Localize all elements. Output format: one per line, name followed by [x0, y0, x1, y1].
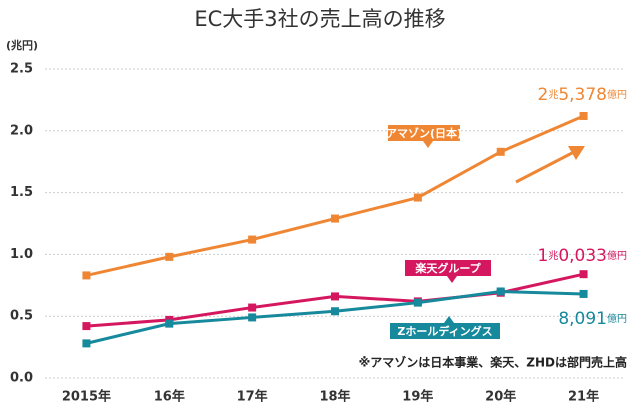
point-marker	[331, 214, 339, 223]
x-tick-label: 20年	[485, 389, 516, 405]
series-label-box	[405, 260, 491, 276]
chart-title: EC大手3社の売上高の推移	[194, 7, 445, 31]
value-annotation: 2兆5,378億円	[538, 85, 628, 105]
point-marker	[496, 147, 505, 156]
series-label-pointer	[444, 316, 454, 323]
trend-arrow	[515, 146, 585, 184]
point-marker	[496, 287, 505, 296]
series-label-pointer	[447, 276, 457, 283]
point-marker	[82, 322, 91, 331]
annotation-part: 億円	[607, 88, 627, 101]
series-label: アマゾン(日本)	[386, 125, 462, 148]
x-tick-label: 16年	[154, 389, 185, 405]
y-tick-label: 2.0	[10, 123, 33, 138]
note: ※アマゾンは日本事業、楽天、ZHDは部門売上高	[359, 355, 627, 370]
legend-label: アマゾン(日本)	[386, 126, 462, 140]
legend-label: 楽天グループ	[414, 261, 481, 275]
series-line	[86, 114, 585, 277]
point-marker	[331, 307, 339, 316]
annotation-part: 億円	[607, 249, 627, 262]
x-tick-label: 18年	[319, 389, 350, 405]
series-label: 楽天グループ	[405, 260, 491, 283]
annotation-part: 兆	[548, 250, 558, 262]
y-tick-label: 0.0	[10, 371, 33, 386]
point-marker	[413, 298, 422, 307]
point-marker	[413, 193, 422, 202]
point-marker	[165, 319, 174, 328]
annotation-part: 兆	[548, 89, 558, 101]
x-tick-label: 2015年	[62, 389, 111, 405]
point-marker	[82, 339, 91, 348]
x-tick-label: 19年	[402, 389, 433, 405]
series-label-box	[390, 323, 500, 339]
point-marker	[248, 313, 257, 322]
annotation-part: 億円	[607, 312, 627, 325]
y-tick-label: 2.5	[10, 62, 33, 77]
legend-label: Zホールディングス	[397, 324, 492, 338]
point-marker	[579, 270, 588, 279]
point-marker	[82, 271, 91, 280]
point-marker	[331, 292, 339, 301]
y-tick-label: 1.5	[10, 185, 33, 200]
point-marker	[579, 289, 588, 298]
y-tick-label: 1.0	[10, 247, 33, 262]
point-marker	[248, 235, 257, 244]
annotation-part: 2	[538, 85, 549, 105]
x-tick-label: 17年	[237, 389, 268, 405]
series-label-pointer	[423, 141, 433, 148]
annotation-part: 0,033	[558, 246, 607, 266]
annotation-part: 1	[538, 246, 549, 266]
x-tick-label: 21年	[568, 389, 599, 405]
value-annotation: 1兆0,033億円	[538, 246, 628, 266]
annotation-part: 8,091	[558, 309, 607, 329]
point-marker	[248, 303, 257, 312]
y-axis-label: (兆円)	[6, 38, 38, 52]
series-label: Zホールディングス	[390, 316, 500, 339]
y-tick-label: 0.5	[10, 309, 33, 324]
value-annotation: 8,091億円	[558, 309, 627, 329]
point-marker	[165, 252, 174, 261]
annotation-part: 5,378	[558, 85, 607, 105]
series-label-box	[388, 125, 460, 141]
point-marker	[579, 111, 588, 120]
